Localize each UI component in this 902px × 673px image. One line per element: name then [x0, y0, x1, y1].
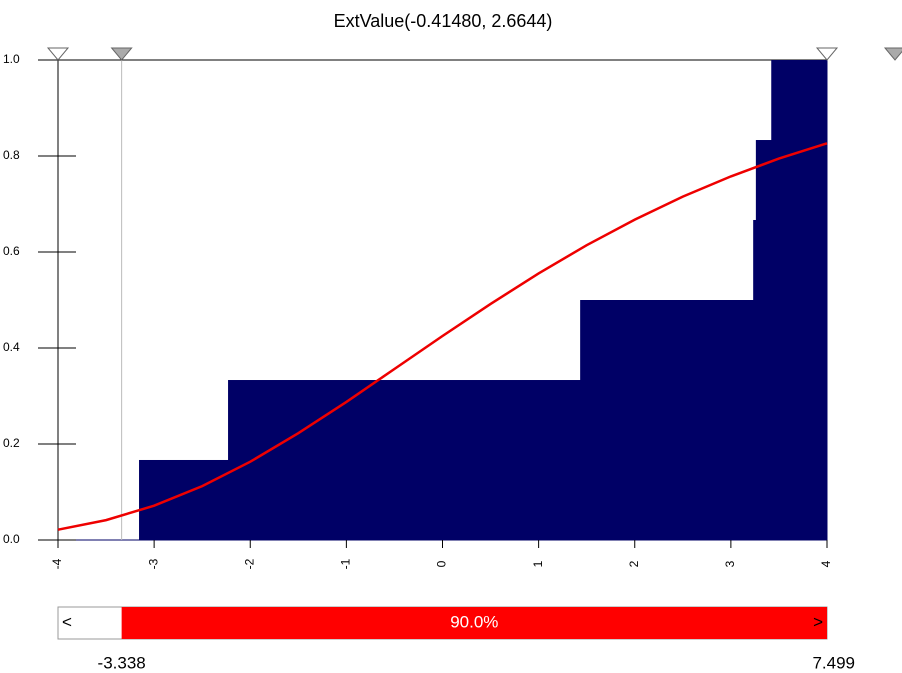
step-bar: [753, 219, 757, 540]
slider-left-arrow: <: [62, 612, 72, 631]
delimiter-marker: [883, 47, 902, 61]
y-tick-label: 0.6: [3, 244, 20, 258]
range-marker: [815, 47, 839, 61]
x-tick-label: 1: [531, 560, 545, 567]
band-label: 90.0%: [450, 612, 498, 631]
delimiter-label: 7.499: [812, 653, 855, 672]
y-tick-label: 0.4: [3, 340, 20, 354]
x-tick-label: 2: [627, 560, 641, 567]
delimiter-marker: [110, 47, 133, 61]
y-tick-label: 1.0: [3, 52, 20, 66]
step-bar: [755, 140, 772, 541]
x-tick-label: -3: [146, 558, 160, 569]
y-tick-label: 0.2: [3, 436, 20, 450]
x-tick-label: -4: [50, 558, 64, 569]
slider-band: [121, 607, 827, 639]
step-bar: [139, 459, 229, 540]
range-marker: [46, 47, 70, 61]
x-tick-label: -1: [339, 558, 353, 569]
y-tick-label: 0.0: [3, 532, 20, 546]
chart-title: ExtValue(-0.41480, 2.6644): [334, 11, 553, 31]
step-bar: [580, 300, 754, 540]
delimiter-label: -3.338: [98, 653, 146, 672]
x-tick-label: 3: [723, 560, 737, 567]
fitted-curve: [57, 142, 828, 531]
y-tick-label: 0.8: [3, 148, 20, 162]
x-tick-label: -2: [242, 558, 256, 569]
step-bar: [228, 380, 581, 540]
x-tick-label: 4: [819, 560, 833, 567]
step-bar: [771, 60, 828, 540]
slider-right-arrow: >: [813, 612, 823, 631]
x-tick-label: 0: [435, 560, 449, 567]
